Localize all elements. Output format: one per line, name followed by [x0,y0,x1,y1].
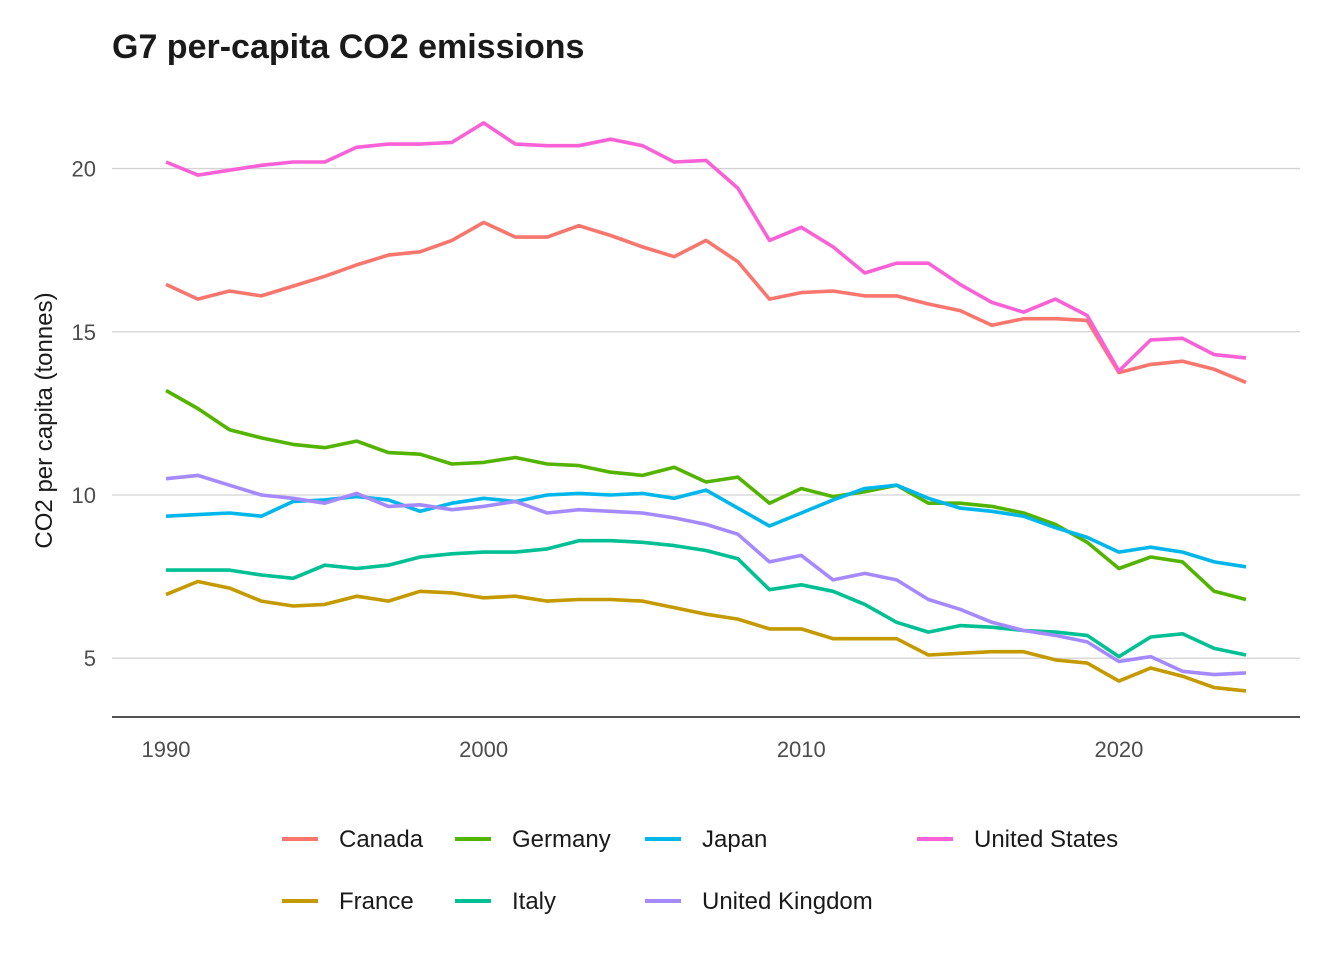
legend-item-germany: Germany [455,826,611,853]
y-axis-ticks: 5 10 15 20 [72,157,96,672]
y-tick-label: 10 [72,483,96,508]
x-tick-label: 1990 [142,737,191,762]
series-line-canada [165,220,1247,385]
y-tick-label: 20 [72,157,96,182]
legend-label: United Kingdom [702,888,873,915]
chart-title: G7 per-capita CO2 emissions [112,28,585,66]
legend-item-united-kingdom: United Kingdom [645,888,873,915]
legend-item-united-states: United States [917,826,1118,853]
legend-label: Italy [512,888,556,915]
legend-item-canada: Canada [282,826,424,853]
gridlines [112,167,1300,659]
series-lines [165,121,1247,693]
x-tick-label: 2000 [459,737,508,762]
legend-label: Japan [702,826,767,853]
legend-label: United States [974,826,1118,853]
legend-label: France [339,888,414,915]
x-axis-ticks: 1990 2000 2010 2020 [142,737,1144,762]
series-line-italy [166,538,1247,659]
x-tick-label: 2020 [1094,737,1143,762]
legend-item-france: France [282,888,414,915]
series-line-united-states [165,121,1247,373]
series-line-united-kingdom [165,473,1247,677]
legend-label: Germany [512,826,611,853]
legend-item-japan: Japan [645,826,767,853]
series-line-france [165,579,1247,693]
y-tick-label: 15 [72,320,96,345]
legend-label: Canada [339,826,424,853]
legend: Canada Germany Japan United States France Ita… [282,826,1118,915]
x-tick-label: 2010 [777,737,826,762]
y-axis-title: CO2 per capita (tonnes) [31,292,58,548]
y-tick-label: 5 [84,646,96,671]
legend-item-italy: Italy [455,888,556,915]
